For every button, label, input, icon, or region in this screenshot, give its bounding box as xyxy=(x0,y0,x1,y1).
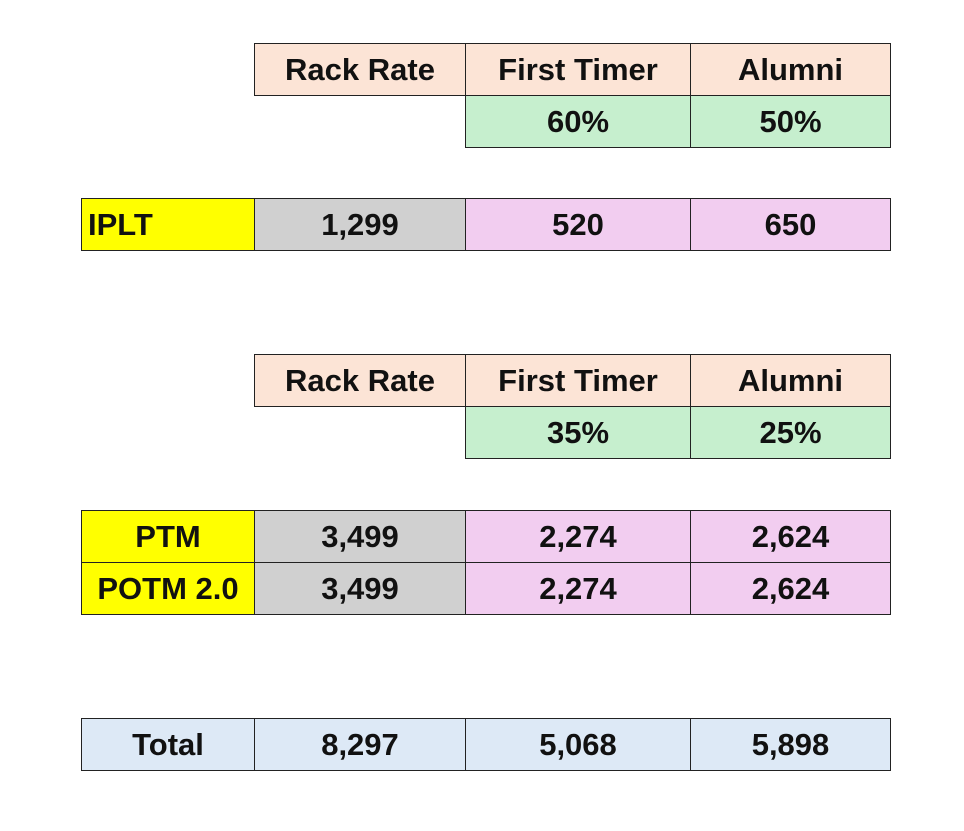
header-cell: Rack Rate xyxy=(254,354,466,407)
row-label: IPLT xyxy=(81,198,255,251)
header-cell: Rack Rate xyxy=(254,43,466,96)
value-cell: 8,297 xyxy=(254,718,466,771)
value-cell: 5,898 xyxy=(690,718,891,771)
value-cell: 2,274 xyxy=(465,562,691,615)
header-cell: Alumni xyxy=(690,43,891,96)
header-cell: First Timer xyxy=(465,354,691,407)
value-cell: 1,299 xyxy=(254,198,466,251)
row-label: Total xyxy=(81,718,255,771)
value-cell: 2,274 xyxy=(465,510,691,563)
discount-cell: 50% xyxy=(690,95,891,148)
discount-cell: 35% xyxy=(465,406,691,459)
row-label: POTM 2.0 xyxy=(81,562,255,615)
value-cell: 5,068 xyxy=(465,718,691,771)
value-cell: 650 xyxy=(690,198,891,251)
header-cell: Alumni xyxy=(690,354,891,407)
row-label: PTM xyxy=(81,510,255,563)
value-cell: 3,499 xyxy=(254,510,466,563)
discount-cell: 60% xyxy=(465,95,691,148)
header-cell: First Timer xyxy=(465,43,691,96)
value-cell: 2,624 xyxy=(690,562,891,615)
value-cell: 3,499 xyxy=(254,562,466,615)
value-cell: 520 xyxy=(465,198,691,251)
discount-cell: 25% xyxy=(690,406,891,459)
value-cell: 2,624 xyxy=(690,510,891,563)
